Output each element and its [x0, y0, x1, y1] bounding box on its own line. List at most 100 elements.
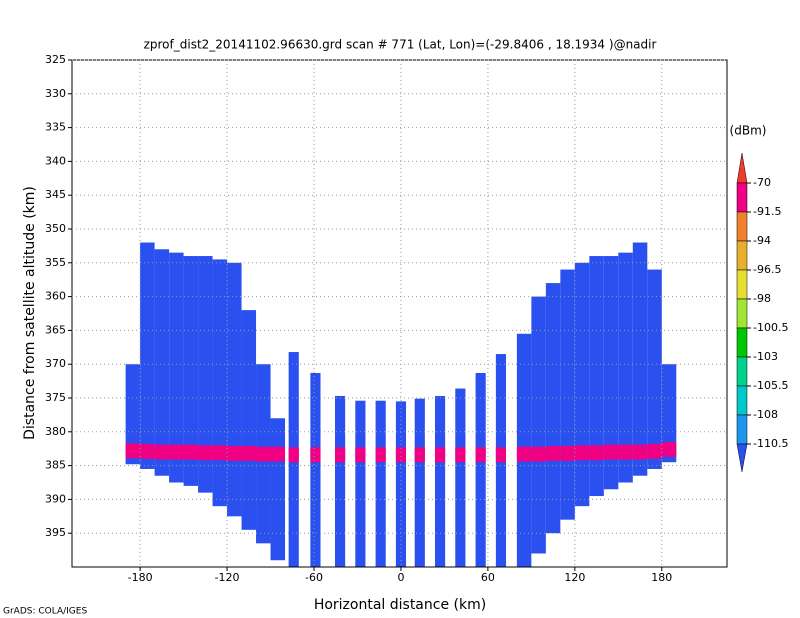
echo-column	[531, 296, 546, 554]
colorbar-segment	[736, 385, 748, 416]
colorbar-label: -103	[753, 350, 778, 363]
echo-column	[560, 269, 575, 520]
echo-column	[632, 242, 648, 476]
plot-area	[125, 242, 677, 567]
surface-echo	[335, 447, 346, 463]
surface-echo	[212, 445, 228, 461]
y-tick-label: 345	[45, 188, 66, 201]
colorbar-label: -110.5	[753, 437, 788, 450]
echo-column	[375, 400, 386, 567]
surface-echo	[589, 445, 604, 461]
y-tick-label: 390	[45, 492, 66, 505]
y-tick-label: 375	[45, 391, 66, 404]
colorbar-label: -96.5	[753, 263, 781, 276]
surface-echo	[435, 447, 446, 463]
surface-echo	[241, 445, 257, 461]
echo-column	[589, 256, 604, 497]
y-tick-label: 380	[45, 425, 66, 438]
y-tick-label: 325	[45, 53, 66, 66]
echo-column	[647, 269, 662, 469]
surface-echo	[310, 447, 321, 463]
echo-column	[154, 249, 170, 476]
echo-column	[183, 256, 199, 486]
chart-title: zprof_dist2_20141102.96630.grd scan # 77…	[144, 38, 657, 52]
colorbar-label: -108	[753, 408, 778, 421]
surface-echo	[647, 443, 662, 459]
colorbar-label: -91.5	[753, 205, 781, 218]
surface-echo	[560, 445, 575, 461]
surface-echo	[256, 446, 271, 462]
echo-column	[545, 283, 561, 534]
surface-echo	[531, 446, 546, 462]
surface-echo	[227, 445, 242, 461]
y-tick-label: 360	[45, 290, 66, 303]
surface-echo	[154, 444, 170, 460]
echo-column	[435, 395, 446, 567]
surface-echo	[618, 444, 633, 460]
colorbar-segment	[736, 269, 748, 300]
colorbar-segment	[736, 327, 748, 358]
y-tick-label: 350	[45, 222, 66, 235]
y-tick-label: 330	[45, 87, 66, 100]
y-tick-label: 355	[45, 256, 66, 269]
echo-column	[414, 398, 425, 567]
surface-echo	[375, 447, 386, 463]
surface-echo	[169, 444, 184, 460]
echo-column	[169, 252, 184, 483]
colorbar-segment	[736, 356, 748, 387]
y-tick-label: 340	[45, 154, 66, 167]
colorbar-segment	[736, 240, 748, 271]
surface-echo	[516, 446, 532, 462]
colorbar-label: -94	[753, 234, 771, 247]
surface-echo	[355, 447, 366, 463]
colorbar-label: -70	[753, 176, 771, 189]
y-axis-label: Distance from satellite altitude (km)	[22, 186, 38, 440]
echo-column	[212, 259, 228, 507]
surface-echo	[270, 446, 286, 462]
echo-column	[241, 310, 257, 530]
echo-column	[198, 256, 213, 493]
surface-echo	[495, 447, 507, 463]
surface-echo	[140, 443, 155, 459]
colorbar-label: -98	[753, 292, 771, 305]
echo-column	[475, 372, 486, 567]
echo-column	[455, 388, 466, 567]
x-tick-label: 120	[564, 571, 585, 584]
surface-echo	[395, 447, 407, 463]
x-tick-label: 60	[481, 571, 495, 584]
y-tick-label: 395	[45, 526, 66, 539]
plot-frame	[71, 59, 728, 568]
colorbar-segment	[736, 443, 748, 473]
colorbar-label: -100.5	[753, 321, 788, 334]
surface-echo	[414, 447, 425, 463]
y-tick-label: 370	[45, 357, 66, 370]
echo-column	[661, 364, 677, 463]
colorbar-segment	[736, 414, 748, 445]
colorbar-segment	[736, 182, 748, 213]
echo-column	[603, 256, 619, 490]
echo-column	[270, 418, 286, 561]
surface-echo	[545, 445, 561, 461]
surface-echo	[183, 444, 199, 460]
surface-echo	[632, 444, 648, 460]
surface-echo	[661, 441, 677, 457]
x-tick-label: -120	[215, 571, 240, 584]
echo-column	[355, 400, 366, 567]
echo-column	[227, 262, 242, 517]
x-tick-label: -60	[305, 571, 323, 584]
y-tick-label: 335	[45, 121, 66, 134]
echo-column	[125, 364, 141, 465]
x-tick-label: 0	[397, 571, 404, 584]
footer: GrADS: COLA/IGES	[3, 607, 87, 617]
x-tick-label: -180	[128, 571, 153, 584]
colorbar-segment	[736, 298, 748, 329]
colorbar-segment	[736, 211, 748, 242]
surface-echo	[574, 445, 590, 461]
x-axis-label: Horizontal distance (km)	[314, 597, 486, 613]
colorbar-unit: (dBm)	[730, 124, 767, 138]
echo-column	[335, 395, 346, 567]
surface-echo	[475, 447, 486, 463]
y-tick-label: 385	[45, 459, 66, 472]
y-tick-label: 365	[45, 323, 66, 336]
